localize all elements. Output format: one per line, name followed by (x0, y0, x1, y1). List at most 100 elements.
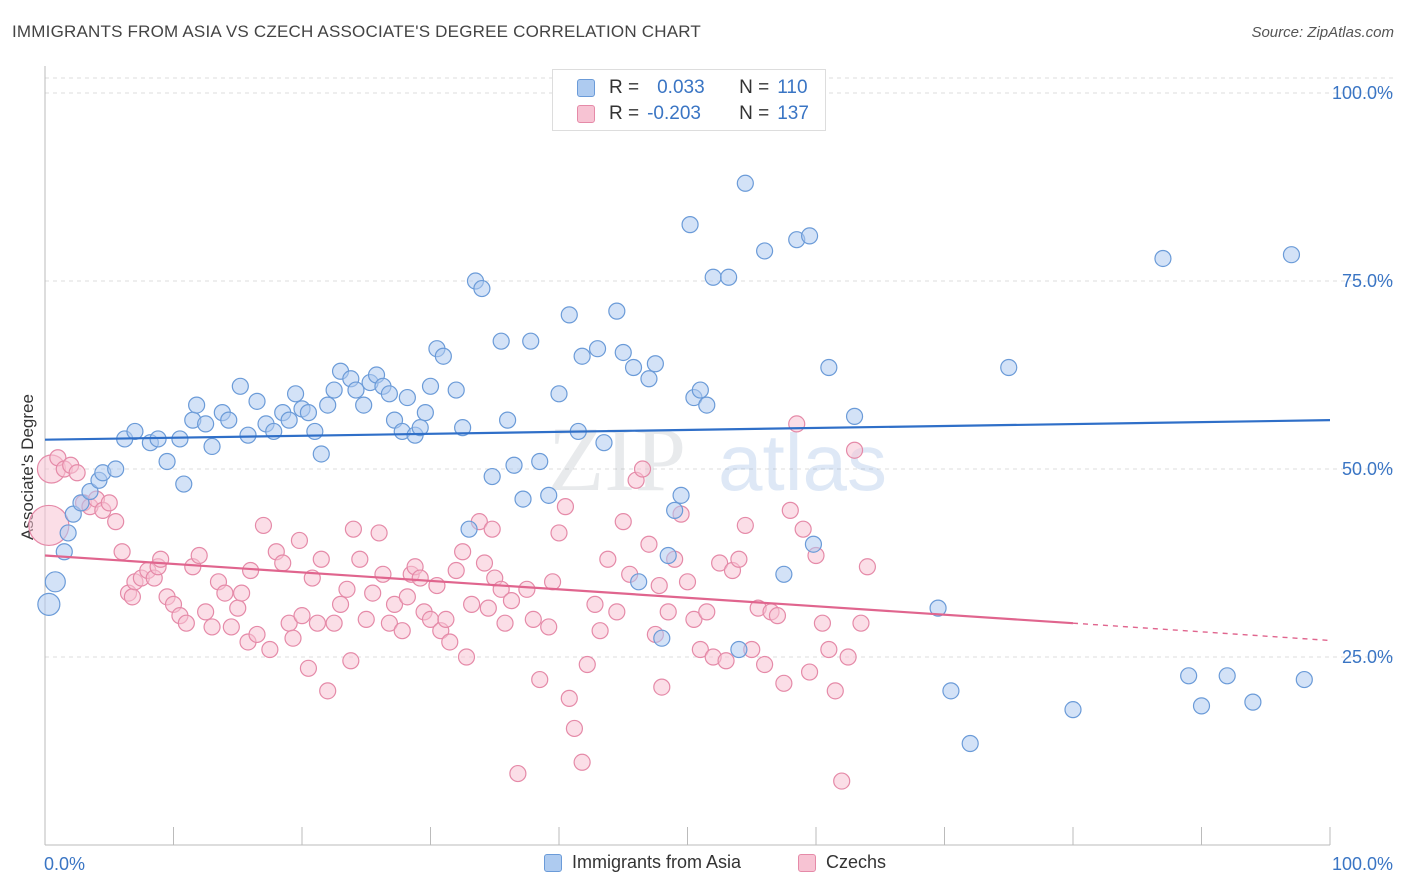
asia-point (595, 434, 613, 452)
asia-point (804, 535, 823, 553)
czechs-point (293, 607, 311, 625)
czechs-point (216, 584, 234, 602)
asia-point (81, 482, 99, 501)
czechs-point (344, 520, 362, 538)
czechs-point (385, 595, 404, 613)
czechs-point (839, 648, 857, 666)
asia-point (72, 494, 90, 512)
asia-point (961, 734, 979, 753)
czechs-point (248, 625, 266, 644)
asia-point (421, 377, 440, 395)
czechs-point (463, 595, 481, 613)
asia-point (630, 573, 648, 591)
asia-point (299, 404, 318, 422)
y-tick-label: 25.0% (1342, 647, 1393, 667)
czechs-point (197, 603, 215, 621)
czechs-point (755, 655, 774, 674)
asia-point (411, 419, 429, 437)
czechs-point (496, 614, 514, 632)
czechs-point (374, 565, 392, 583)
asia-point (659, 546, 677, 565)
czechs-point (800, 663, 819, 681)
asia-point (550, 385, 568, 403)
asia-point (188, 396, 206, 414)
asia-point (239, 426, 257, 444)
asia-point (44, 571, 66, 593)
czechs-point (781, 501, 799, 519)
y-tick-label: 50.0% (1342, 459, 1393, 479)
czechs-point (509, 764, 527, 783)
czechs-point (691, 640, 709, 659)
asia-point (248, 392, 266, 410)
chart-title: IMMIGRANTS FROM ASIA VS CZECH ASSOCIATE'… (12, 22, 701, 41)
czechs-point (284, 629, 302, 647)
asia-point (454, 419, 472, 437)
asia-point (347, 381, 365, 399)
asia-trend-line (44, 419, 1331, 441)
asia-point (1064, 701, 1082, 719)
czechs-point (229, 599, 247, 617)
asia-point (220, 411, 238, 429)
asia-point (37, 592, 61, 616)
czechs-point (640, 535, 658, 553)
asia-point (514, 490, 532, 508)
czechs-point (441, 633, 459, 651)
asia-point (312, 445, 330, 463)
legend-r-label: R = (609, 103, 640, 124)
czechs-point (591, 622, 609, 640)
czechs-point (437, 610, 455, 629)
series-swatch-asia (544, 853, 562, 872)
asia-point (640, 370, 658, 388)
czechs-point (599, 550, 617, 568)
asia-point (1192, 697, 1211, 715)
correlation-legend: R = 0.033 N = 110 R = -0.203 N = 137 (552, 69, 826, 131)
czechs-point (573, 753, 591, 771)
czechs-point (502, 592, 521, 610)
asia-point (158, 452, 176, 471)
asia-point (608, 302, 626, 320)
czechs-point (524, 610, 542, 629)
czechs-point (826, 682, 844, 700)
czechs-point (565, 719, 584, 738)
czechs-point (852, 614, 870, 632)
asia-point (319, 396, 337, 414)
czechs-point (531, 670, 549, 689)
asia-point (398, 388, 416, 407)
asia-point (492, 332, 510, 350)
czechs-point (254, 516, 273, 535)
x-tick-label-min: 0.0% (44, 854, 85, 874)
asia-point (540, 486, 558, 504)
czechs-point (351, 550, 369, 568)
asia-point (681, 216, 699, 234)
czechs-point (586, 595, 604, 613)
watermark-atlas: atlas (718, 418, 887, 507)
y-tick-label: 75.0% (1342, 271, 1393, 291)
asia-point (573, 347, 591, 365)
czechs-point (203, 618, 221, 636)
series-legend-czechs: Czechs (798, 852, 886, 873)
czechs-point (107, 513, 125, 531)
czechs-point (308, 614, 327, 632)
asia-point (473, 279, 491, 298)
czechs-point (650, 576, 668, 595)
asia-point (280, 411, 298, 429)
czechs-point (447, 561, 465, 580)
czechs-point (364, 584, 382, 602)
czechs-point (540, 618, 558, 636)
czechs-trend-line (44, 554, 1074, 625)
asia-point (171, 430, 189, 448)
series-legend: Immigrants from Asia Czechs (0, 852, 1406, 878)
asia-point (1154, 249, 1172, 268)
asia-point (698, 396, 716, 414)
asia-point (929, 599, 947, 617)
asia-point (614, 343, 632, 362)
watermark: ZIP atlas (548, 408, 887, 510)
czechs-point (370, 524, 388, 542)
asia-point (820, 358, 838, 377)
asia-point (355, 396, 373, 414)
asia-point (1295, 670, 1313, 689)
czechs-point (398, 588, 416, 606)
legend-row-asia: R = 0.033 N = 110 (577, 76, 808, 100)
asia-point (588, 340, 607, 358)
czechs-point (274, 554, 292, 572)
